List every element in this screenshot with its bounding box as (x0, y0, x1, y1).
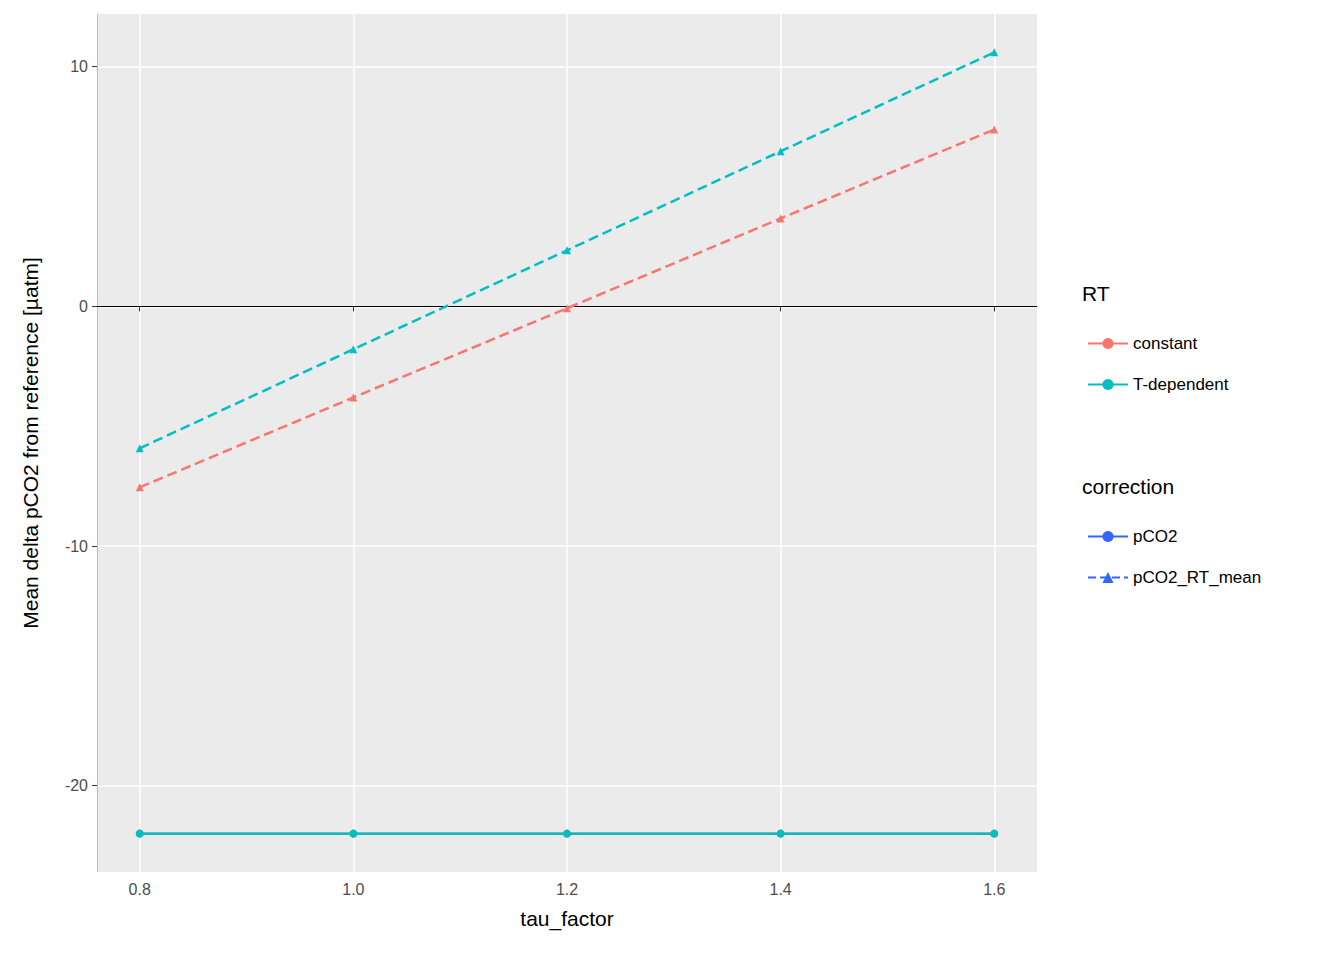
svg-text:pCO2: pCO2 (1133, 527, 1177, 546)
svg-text:-10: -10 (65, 538, 88, 555)
svg-text:RT: RT (1082, 282, 1110, 305)
svg-text:pCO2_RT_mean: pCO2_RT_mean (1133, 568, 1261, 587)
svg-text:-20: -20 (65, 777, 88, 794)
svg-text:tau_factor: tau_factor (520, 907, 613, 931)
svg-text:0.8: 0.8 (129, 881, 151, 898)
svg-text:T-dependent: T-dependent (1133, 375, 1229, 394)
svg-text:correction: correction (1082, 475, 1174, 498)
svg-text:constant: constant (1133, 334, 1198, 353)
svg-text:1.4: 1.4 (770, 881, 792, 898)
svg-text:10: 10 (70, 58, 88, 75)
svg-text:Mean delta pCO2 from reference: Mean delta pCO2 from reference [µatm] (19, 257, 42, 629)
svg-text:0: 0 (79, 298, 88, 315)
svg-text:1.0: 1.0 (342, 881, 364, 898)
svg-text:1.6: 1.6 (983, 881, 1005, 898)
svg-text:1.2: 1.2 (556, 881, 578, 898)
